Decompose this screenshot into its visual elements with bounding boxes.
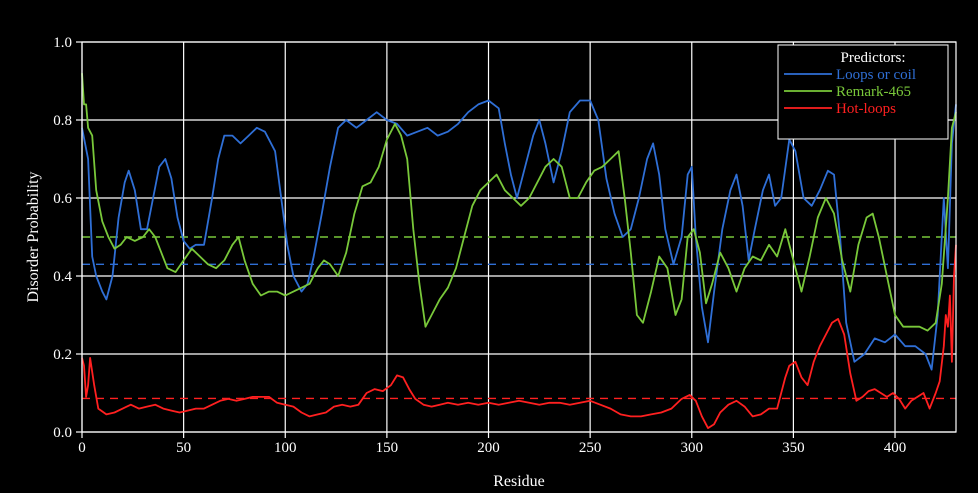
y-tick-label-0.4: 0.4 [53,269,72,285]
y-tick-label-0.8: 0.8 [53,113,72,129]
legend-label-remark-465: Remark-465 [836,84,911,100]
x-tick-label-400: 400 [884,440,907,456]
x-tick-label-200: 200 [477,440,500,456]
legend: Predictors: Loops or coilRemark-465Hot-l… [777,44,949,140]
y-axis-label: Disorder Probability [25,171,42,302]
legend-box [777,44,949,140]
x-tick-label-0: 0 [78,440,86,456]
legend-label-loops-or-coil: Loops or coil [836,67,916,83]
plot-frame [81,41,957,433]
x-tick-label-50: 50 [176,440,191,456]
x-axis-label: Residue [493,473,545,490]
x-tick-label-300: 300 [681,440,704,456]
y-tick-label-0: 0.0 [53,425,72,441]
y-tick-label-0.2: 0.2 [53,347,72,363]
axis-layer: 0 50 100 150 200 250 300 350 400 0.0 0.2 0.4 0.6 0.8 1… [53,35,957,456]
x-tick-label-150: 150 [376,440,399,456]
legend-title: Predictors: [841,50,906,66]
legend-label-hot-loops: Hot-loops [836,101,896,117]
y-tick-label-1: 1.0 [53,35,72,51]
y-tick-label-0.6: 0.6 [53,191,72,207]
x-tick-label-350: 350 [782,440,805,456]
x-tick-label-100: 100 [274,440,297,456]
x-tick-label-250: 250 [579,440,602,456]
series-layer [81,73,957,429]
series-line-hot-loops [81,244,957,429]
series-line-remark-465 [81,73,957,332]
series-line-loops-or-coil [81,99,957,371]
